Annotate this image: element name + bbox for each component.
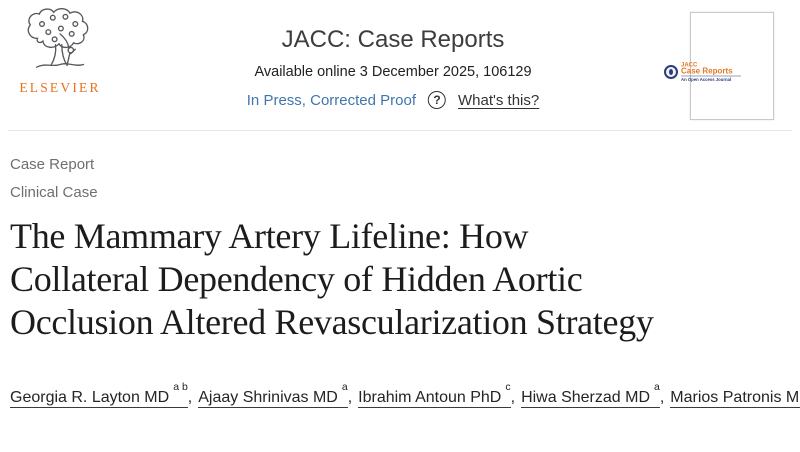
author-name: Hiwa Sherzad MD [521,389,650,407]
author-name: Ajaay Shrinivas MD [198,389,338,407]
cover-brand-small: JACC [680,60,697,68]
availability-text: Available online 3 December 2025, 106129 [254,64,532,80]
author-link-2[interactable]: Ajaay Shrinivas MDa [198,381,348,409]
status-row: In Press, Corrected Proof ? What's this? [247,91,539,109]
article-head: Case Report Clinical Case The Mammary Ar… [10,156,800,415]
journal-cover-thumbnail[interactable]: JACC Case Reports An Open Access Journal [663,12,774,120]
cover-brand-block: JACC Case Reports An Open Access Journal [663,51,800,92]
author-list: Georgia R. Layton MDa b, Ajaay Shrinivas … [10,376,800,415]
article-title: The Mammary Artery Lifeline: How Collate… [10,215,791,344]
author-name: Ibrahim Antoun PhD [358,389,502,407]
jacc-globe-icon [663,64,678,79]
whats-this-link[interactable]: What's this? [458,91,540,109]
author-affiliation-sup: a b [173,381,188,393]
article-title-line-1: The Mammary Artery Lifeline: How [10,216,529,256]
article-type-label: Case Report [10,156,95,173]
author-affiliation-sup: a [341,381,348,393]
cover-brand-main: Case Reports [680,66,733,76]
article-title-line-2: Collateral Dependency of Hidden Aortic [10,259,583,299]
banner-divider [8,130,792,131]
help-question-icon[interactable]: ? [428,91,446,109]
author-link-5[interactable]: Marios Patronis MDa [670,389,800,409]
author-name: Marios Patronis MD [670,389,800,407]
author-name: Georgia R. Layton MD [10,389,170,407]
cover-tagline: An Open Access Journal [680,75,741,82]
author-separator: , [510,389,516,407]
author-separator: , [659,389,665,407]
author-separator: , [347,389,353,407]
author-link-4[interactable]: Hiwa Sherzad MD a [521,381,660,409]
author-link-1[interactable]: Georgia R. Layton MDa b [10,381,188,409]
elsevier-logo[interactable]: ELSEVIER [12,6,108,96]
author-separator: , [187,389,193,407]
elsevier-tree-icon [27,8,89,68]
journal-title-link[interactable]: JACC: Case Reports [281,26,505,53]
journal-header-block: JACC: Case Reports Available online 3 De… [247,26,539,109]
author-affiliation-sup: c [505,381,511,393]
author-link-3[interactable]: Ibrahim Antoun PhDc [358,381,511,409]
article-category-label: Clinical Case [10,184,98,201]
elsevier-wordmark: ELSEVIER [19,80,101,95]
author-affiliation-sup: a [654,381,660,393]
in-press-link[interactable]: In Press, Corrected Proof [246,91,416,109]
article-title-line-3: Occlusion Altered Revascularization Stra… [10,302,654,342]
